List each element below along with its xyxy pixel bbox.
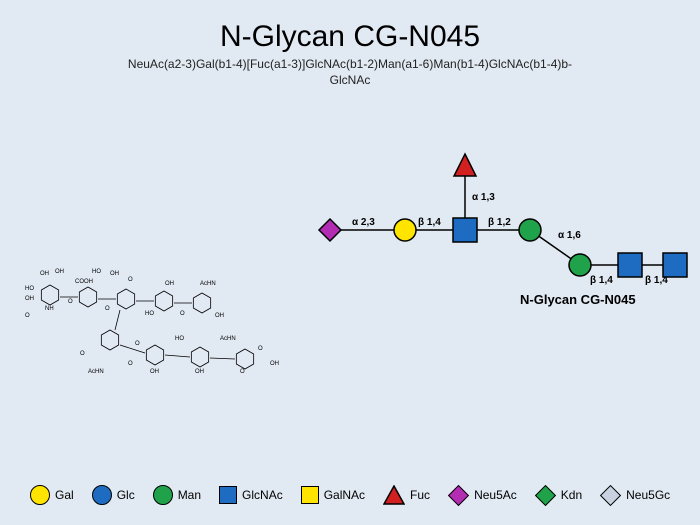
svg-text:O: O — [68, 299, 73, 305]
svg-text:AcHN: AcHN — [88, 369, 104, 375]
legend-item: Glc — [92, 485, 135, 505]
svg-text:AcHN: AcHN — [220, 336, 236, 342]
svg-text:AcHN: AcHN — [200, 281, 216, 287]
legend-item: Neu5Gc — [600, 488, 670, 503]
svg-text:OH: OH — [270, 361, 279, 367]
legend-item: GalNAc — [301, 486, 365, 504]
svg-text:OH: OH — [25, 296, 34, 302]
legend-label: GlcNAc — [242, 488, 283, 502]
legend-item: GlcNAc — [219, 486, 283, 504]
svg-text:OH: OH — [40, 271, 49, 277]
svg-text:HO: HO — [145, 311, 154, 317]
legend-item: Man — [153, 485, 201, 505]
svg-text:OH: OH — [150, 369, 159, 375]
svg-text:O: O — [240, 369, 245, 375]
legend: Gal Glc Man GlcNAc GalNAc Fuc Neu5Ac Kdn Neu5Gc — [30, 485, 670, 505]
page-title: N-Glycan CG-N045 — [0, 0, 700, 54]
legend-shape — [301, 486, 319, 504]
svg-text:OH: OH — [215, 313, 224, 319]
svg-text:O: O — [135, 341, 140, 347]
svg-text:α 1,6: α 1,6 — [558, 230, 581, 241]
svg-text:O: O — [25, 313, 30, 319]
legend-item: Kdn — [535, 488, 582, 503]
legend-shape — [600, 484, 621, 505]
legend-shape — [92, 485, 112, 505]
legend-item: Neu5Ac — [448, 488, 517, 503]
svg-text:α 1,3: α 1,3 — [472, 192, 495, 203]
svg-text:OH: OH — [55, 269, 64, 275]
svg-text:NH: NH — [45, 306, 54, 312]
subtitle-line1: NeuAc(a2-3)Gal(b1-4)[Fuc(a1-3)]GlcNAc(b1… — [128, 57, 572, 71]
chemical-structure: HOOHOHCOOHHOOHOOONHOHOOHOAcHNOOOHHOOHAcH… — [20, 255, 315, 395]
legend-label: Man — [178, 488, 201, 502]
svg-text:β 1,2: β 1,2 — [488, 217, 511, 228]
subtitle: NeuAc(a2-3)Gal(b1-4)[Fuc(a1-3)]GlcNAc(b1… — [0, 57, 700, 88]
legend-label: Neu5Ac — [474, 488, 517, 502]
structure-label: N-Glycan CG-N045 — [520, 292, 636, 307]
legend-shape — [448, 484, 469, 505]
svg-text:OH: OH — [165, 281, 174, 287]
subtitle-line2: GlcNAc — [330, 73, 371, 87]
svg-text:O: O — [180, 311, 185, 317]
legend-label: Kdn — [561, 488, 582, 502]
svg-text:α 2,3: α 2,3 — [352, 217, 375, 228]
svg-text:O: O — [80, 351, 85, 357]
legend-shape — [153, 485, 173, 505]
svg-text:O: O — [128, 361, 133, 367]
svg-text:O: O — [128, 277, 133, 283]
legend-item: Fuc — [383, 485, 430, 505]
legend-label: Glc — [117, 488, 135, 502]
svg-text:β 1,4: β 1,4 — [418, 217, 441, 228]
svg-text:HO: HO — [92, 269, 101, 275]
legend-shape — [383, 485, 405, 505]
legend-label: Fuc — [410, 488, 430, 502]
svg-text:β 1,4: β 1,4 — [590, 275, 613, 286]
legend-label: Gal — [55, 488, 74, 502]
legend-shape — [30, 485, 50, 505]
legend-label: GalNAc — [324, 488, 365, 502]
svg-text:HO: HO — [25, 286, 34, 292]
svg-text:HO: HO — [175, 336, 184, 342]
legend-shape — [535, 484, 556, 505]
svg-text:COOH: COOH — [75, 279, 93, 285]
svg-text:O: O — [258, 346, 263, 352]
svg-text:OH: OH — [195, 369, 204, 375]
svg-text:OH: OH — [110, 271, 119, 277]
legend-item: Gal — [30, 485, 74, 505]
legend-shape — [219, 486, 237, 504]
svg-text:O: O — [105, 306, 110, 312]
legend-label: Neu5Gc — [626, 488, 670, 502]
